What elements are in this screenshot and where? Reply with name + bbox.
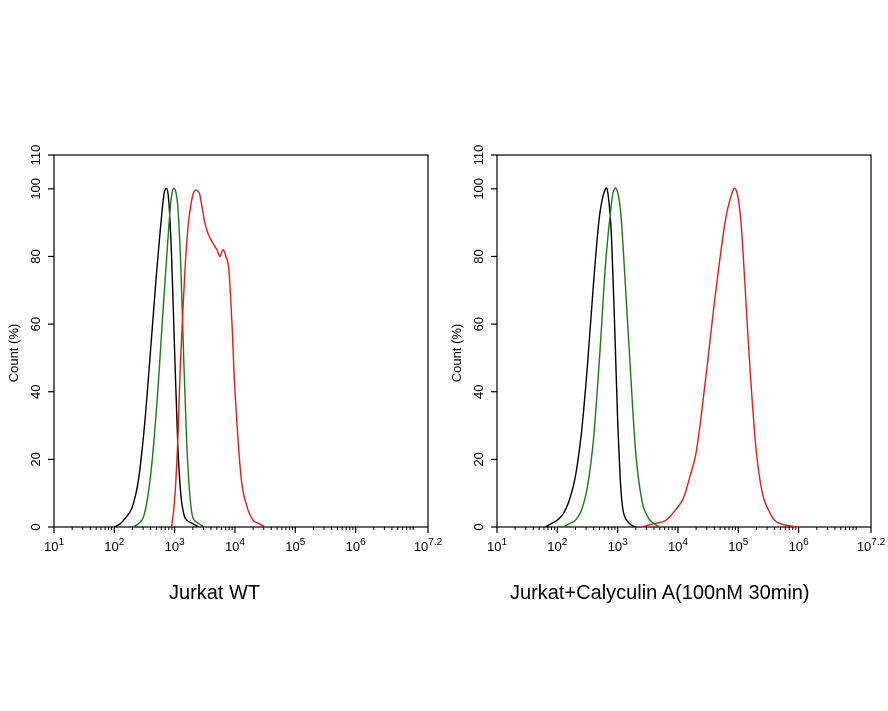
x-tick-label: 103 xyxy=(608,537,628,554)
x-tick-label: 101 xyxy=(44,537,64,554)
y-axis-label: Count (%) xyxy=(6,324,21,383)
y-tick-label: 20 xyxy=(471,452,486,466)
series-line-green xyxy=(132,187,206,528)
panel-title-jurkat-wt: Jurkat WT xyxy=(169,582,261,604)
y-tick-label: 40 xyxy=(28,384,43,398)
x-tick-label: 102 xyxy=(104,537,124,554)
y-tick-label: 80 xyxy=(471,249,486,263)
x-tick-label: 107.2 xyxy=(857,537,886,554)
x-tick-label: 105 xyxy=(285,537,305,554)
x-tick-label: 107.2 xyxy=(414,537,443,554)
y-tick-label: 0 xyxy=(28,523,43,530)
panel-title-jurkat-calyculin: Jurkat+Calyculin A(100nM 30min) xyxy=(510,582,810,604)
x-tick-label: 105 xyxy=(728,537,748,554)
y-tick-label: 100 xyxy=(28,178,43,200)
series-line-black xyxy=(544,187,637,528)
y-tick-label: 60 xyxy=(471,317,486,331)
x-tick-label: 106 xyxy=(346,537,366,554)
y-tick-label: 110 xyxy=(28,145,43,166)
plot-frame xyxy=(53,154,429,528)
y-tick-label: 0 xyxy=(471,523,486,530)
series-line-red xyxy=(641,187,799,528)
y-tick-label: 80 xyxy=(28,249,43,263)
y-tick-label: 60 xyxy=(28,317,43,331)
histogram-panel-jurkat-wt: 0 20 40 60 80 100 110 Count (%) 101 102 103 104 105 1… xyxy=(6,145,443,554)
histogram-panel-jurkat-calyculin: 0 20 40 60 80 100 110 Count (%) 101 102 103 104 105 1… xyxy=(449,145,886,554)
plot-frame xyxy=(496,154,872,528)
x-tick-label: 106 xyxy=(789,537,809,554)
x-tick-label: 102 xyxy=(547,537,567,554)
series-line-red xyxy=(170,189,266,528)
x-tick-label: 104 xyxy=(225,537,245,554)
series-line-green xyxy=(563,187,661,528)
y-tick-label: 40 xyxy=(471,384,486,398)
y-axis-label: Count (%) xyxy=(449,324,464,383)
x-tick-label: 104 xyxy=(668,537,688,554)
series-line-black xyxy=(113,187,200,528)
y-tick-label: 110 xyxy=(471,145,486,166)
y-tick-label: 100 xyxy=(471,178,486,200)
x-tick-label: 103 xyxy=(165,537,185,554)
x-tick-label: 101 xyxy=(487,537,507,554)
y-tick-label: 20 xyxy=(28,452,43,466)
